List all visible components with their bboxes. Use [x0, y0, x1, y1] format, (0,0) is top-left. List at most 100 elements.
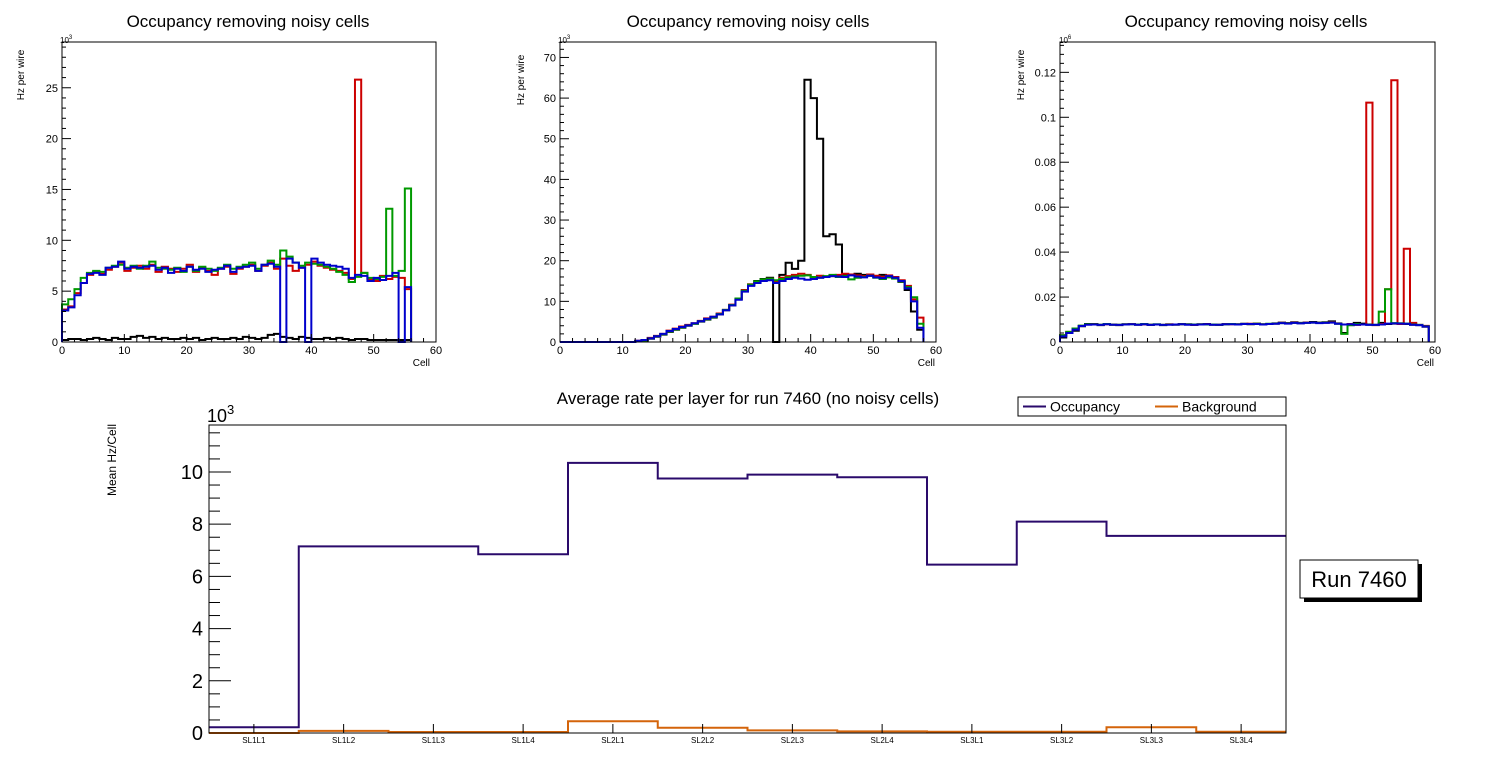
- category-label-SL2L1: SL2L1: [601, 736, 625, 745]
- panel-1-frame: [61, 41, 437, 343]
- panel-2-xtick-label: 40: [805, 345, 817, 357]
- category-label-SL1L3: SL1L3: [422, 736, 446, 745]
- panel-3-ytick-label: 0.1: [1041, 112, 1056, 124]
- series-background: [209, 720, 1286, 734]
- panel-2-ytick-label: 40: [544, 174, 556, 186]
- category-label-SL1L4: SL1L4: [512, 736, 536, 745]
- panel-1-series-green: [61, 187, 413, 342]
- bottom-exponent: 103: [207, 402, 234, 426]
- panel-occupancy-3: Occupancy removing noisy cells Hz per wi…: [1016, 12, 1441, 369]
- panel-1-ytick-label: 0: [52, 337, 58, 349]
- panel-1-xtick-label: 10: [118, 345, 130, 357]
- panel-3-xlabel: Cell: [1417, 358, 1434, 369]
- category-label-SL2L4: SL2L4: [871, 736, 895, 745]
- panel-1-exponent: 103: [60, 35, 73, 45]
- panel-1-xlabel: Cell: [413, 358, 430, 369]
- panel-occupancy-1: Occupancy removing noisy cells Hz per wi…: [16, 12, 442, 369]
- bottom-ytick-label: 2: [192, 671, 203, 693]
- panel-2-series-red: [560, 272, 925, 343]
- panel-2-ytick-label: 60: [544, 93, 556, 105]
- panel-2-series-blue: [560, 274, 925, 343]
- panel-2-ytick-label: 70: [544, 52, 556, 64]
- panel-occupancy-2: Occupancy removing noisy cells Hz per wi…: [516, 12, 942, 369]
- bottom-ytick-label: 10: [181, 462, 203, 484]
- panel-3-xtick-label: 0: [1057, 345, 1063, 357]
- panel-1-ytick-label: 20: [46, 134, 58, 146]
- panel-2-ytick-label: 50: [544, 134, 556, 146]
- panel-1-xtick-label: 40: [305, 345, 317, 357]
- panel-3-xtick-label: 10: [1116, 345, 1128, 357]
- panel-3-series-red: [1059, 79, 1430, 342]
- panel-2-exponent: 103: [558, 35, 571, 45]
- category-label-SL3L3: SL3L3: [1140, 736, 1164, 745]
- run-label-text: Run 7460: [1311, 567, 1406, 592]
- panel-1-series-blue: [61, 257, 413, 343]
- panel-2-xlabel: Cell: [918, 358, 935, 369]
- panel-3-xtick-label: 20: [1179, 345, 1191, 357]
- panel-1-ytick-label: 5: [52, 286, 58, 298]
- panel-1-ytick-label: 15: [46, 184, 58, 196]
- category-label-SL3L4: SL3L4: [1230, 736, 1254, 745]
- panel-1-ylabel: Hz per wire: [16, 49, 27, 100]
- panel-3-ylabel: Hz per wire: [1016, 49, 1027, 100]
- panel-3-ytick-label: 0: [1050, 337, 1056, 349]
- category-label-SL2L2: SL2L2: [691, 736, 715, 745]
- panel-3-frame: [1059, 41, 1436, 343]
- panel-1-ytick-label: 25: [46, 83, 58, 95]
- run-label-box: [1299, 559, 1419, 599]
- panel-3-xtick-label: 40: [1304, 345, 1316, 357]
- bottom-frame: [208, 424, 1287, 734]
- category-label-SL3L2: SL3L2: [1050, 736, 1074, 745]
- run-label: Run 7460: [1299, 559, 1422, 602]
- bottom-ytick-label: 8: [192, 514, 203, 536]
- legend: Occupancy Background: [1017, 396, 1287, 417]
- panel-2-series-black: [560, 78, 925, 343]
- panel-3-ytick-label: 0.04: [1035, 247, 1056, 259]
- panel-1-series-black: [61, 332, 413, 342]
- panel-3-ytick-label: 0.06: [1035, 202, 1056, 214]
- panel-3-series-blue: [1059, 321, 1430, 342]
- panel-1-title: Occupancy removing noisy cells: [127, 12, 370, 31]
- panel-2-xtick-label: 10: [617, 345, 629, 357]
- category-label-SL3L1: SL3L1: [960, 736, 984, 745]
- panel-2-frame: [559, 41, 937, 343]
- panel-1-xtick-label: 60: [430, 345, 442, 357]
- bottom-ylabel: Mean Hz/Cell: [105, 424, 119, 496]
- bottom-ytick-label: 0: [192, 723, 203, 745]
- panel-1-xtick-label: 20: [181, 345, 193, 357]
- category-label-SL2L3: SL2L3: [781, 736, 805, 745]
- panel-2-xtick-label: 30: [742, 345, 754, 357]
- panel-2-xtick-label: 50: [867, 345, 879, 357]
- panel-2-title: Occupancy removing noisy cells: [627, 12, 870, 31]
- category-label-SL1L1: SL1L1: [242, 736, 266, 745]
- bottom-ytick-label: 4: [192, 619, 203, 641]
- panel-2-xtick-label: 60: [930, 345, 942, 357]
- panel-3-ytick-label: 0.02: [1035, 292, 1056, 304]
- bottom-ytick-label: 6: [192, 566, 203, 588]
- panel-2-ytick-label: 0: [550, 337, 556, 349]
- panel-3-title: Occupancy removing noisy cells: [1125, 12, 1368, 31]
- series-occupancy: [209, 461, 1286, 729]
- bottom-title: Average rate per layer for run 7460 (no …: [557, 389, 939, 408]
- panel-1-series-red: [61, 78, 413, 342]
- category-label-SL1L2: SL1L2: [332, 736, 356, 745]
- panel-2-ylabel: Hz per wire: [516, 54, 527, 105]
- legend-box: [1017, 396, 1287, 417]
- panel-1-xtick-label: 30: [243, 345, 255, 357]
- panel-1-xtick-label: 50: [368, 345, 380, 357]
- panel-3-ytick-label: 0.08: [1035, 157, 1056, 169]
- panel-average-rate: Average rate per layer for run 7460 (no …: [105, 389, 1422, 745]
- legend-background-label: Background: [1182, 399, 1257, 415]
- panel-3-xtick-label: 60: [1429, 345, 1441, 357]
- panel-2-xtick-label: 20: [679, 345, 691, 357]
- panel-3-xtick-label: 30: [1241, 345, 1253, 357]
- panel-1-ytick-label: 10: [46, 235, 58, 247]
- panel-2-xtick-label: 0: [557, 345, 563, 357]
- panel-3-ytick-label: 0.12: [1035, 67, 1056, 79]
- panel-2-ytick-label: 10: [544, 296, 556, 308]
- panel-2-ytick-label: 20: [544, 256, 556, 268]
- panel-2-series-green: [560, 273, 925, 343]
- panel-2-ytick-label: 30: [544, 215, 556, 227]
- legend-occupancy-label: Occupancy: [1050, 399, 1120, 415]
